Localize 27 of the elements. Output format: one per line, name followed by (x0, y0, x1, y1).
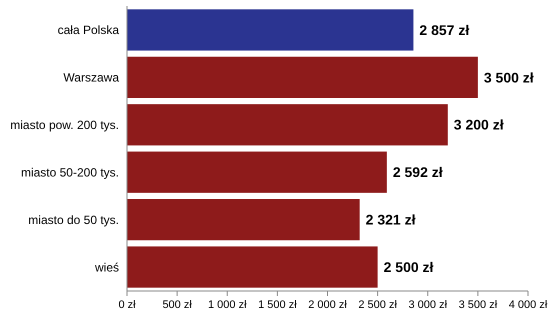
y-tick-label: miasto do 50 tys. (28, 212, 119, 227)
x-tick-label: 500 zł (162, 299, 192, 311)
data-label: 3 200 zł (454, 116, 504, 133)
data-label: 2 857 zł (419, 22, 470, 38)
x-tick-label: 0 zł (118, 299, 136, 311)
x-tick-label: 2 000 zł (308, 299, 348, 311)
x-tick-label: 1 000 zł (208, 299, 248, 311)
bar (127, 246, 378, 288)
bar (127, 104, 448, 146)
data-label: 2 500 zł (384, 258, 434, 275)
bar (127, 56, 478, 98)
data-label: 2 592 zł (392, 164, 443, 180)
x-tick-label: 1 500 zł (258, 299, 298, 311)
data-label: 2 321 zł (366, 212, 416, 228)
y-tick-label: miasto pow. 200 tys. (10, 118, 119, 132)
x-tick-label: 3 000 zł (408, 299, 448, 311)
x-tick-label: 4 000 zł (508, 299, 548, 311)
y-tick-label: wieś (94, 260, 119, 274)
y-tick-label: Warszawa (63, 70, 120, 85)
y-tick-label: cała Polska (58, 23, 120, 38)
bar (127, 152, 387, 193)
bar (127, 9, 414, 51)
bar (127, 199, 360, 240)
y-tick-label: miasto 50-200 tys. (20, 165, 119, 180)
x-tick-label: 3 500 zł (458, 299, 498, 311)
x-tick-label: 2 500 zł (358, 299, 398, 311)
data-label: 3 500 zł (484, 69, 534, 86)
